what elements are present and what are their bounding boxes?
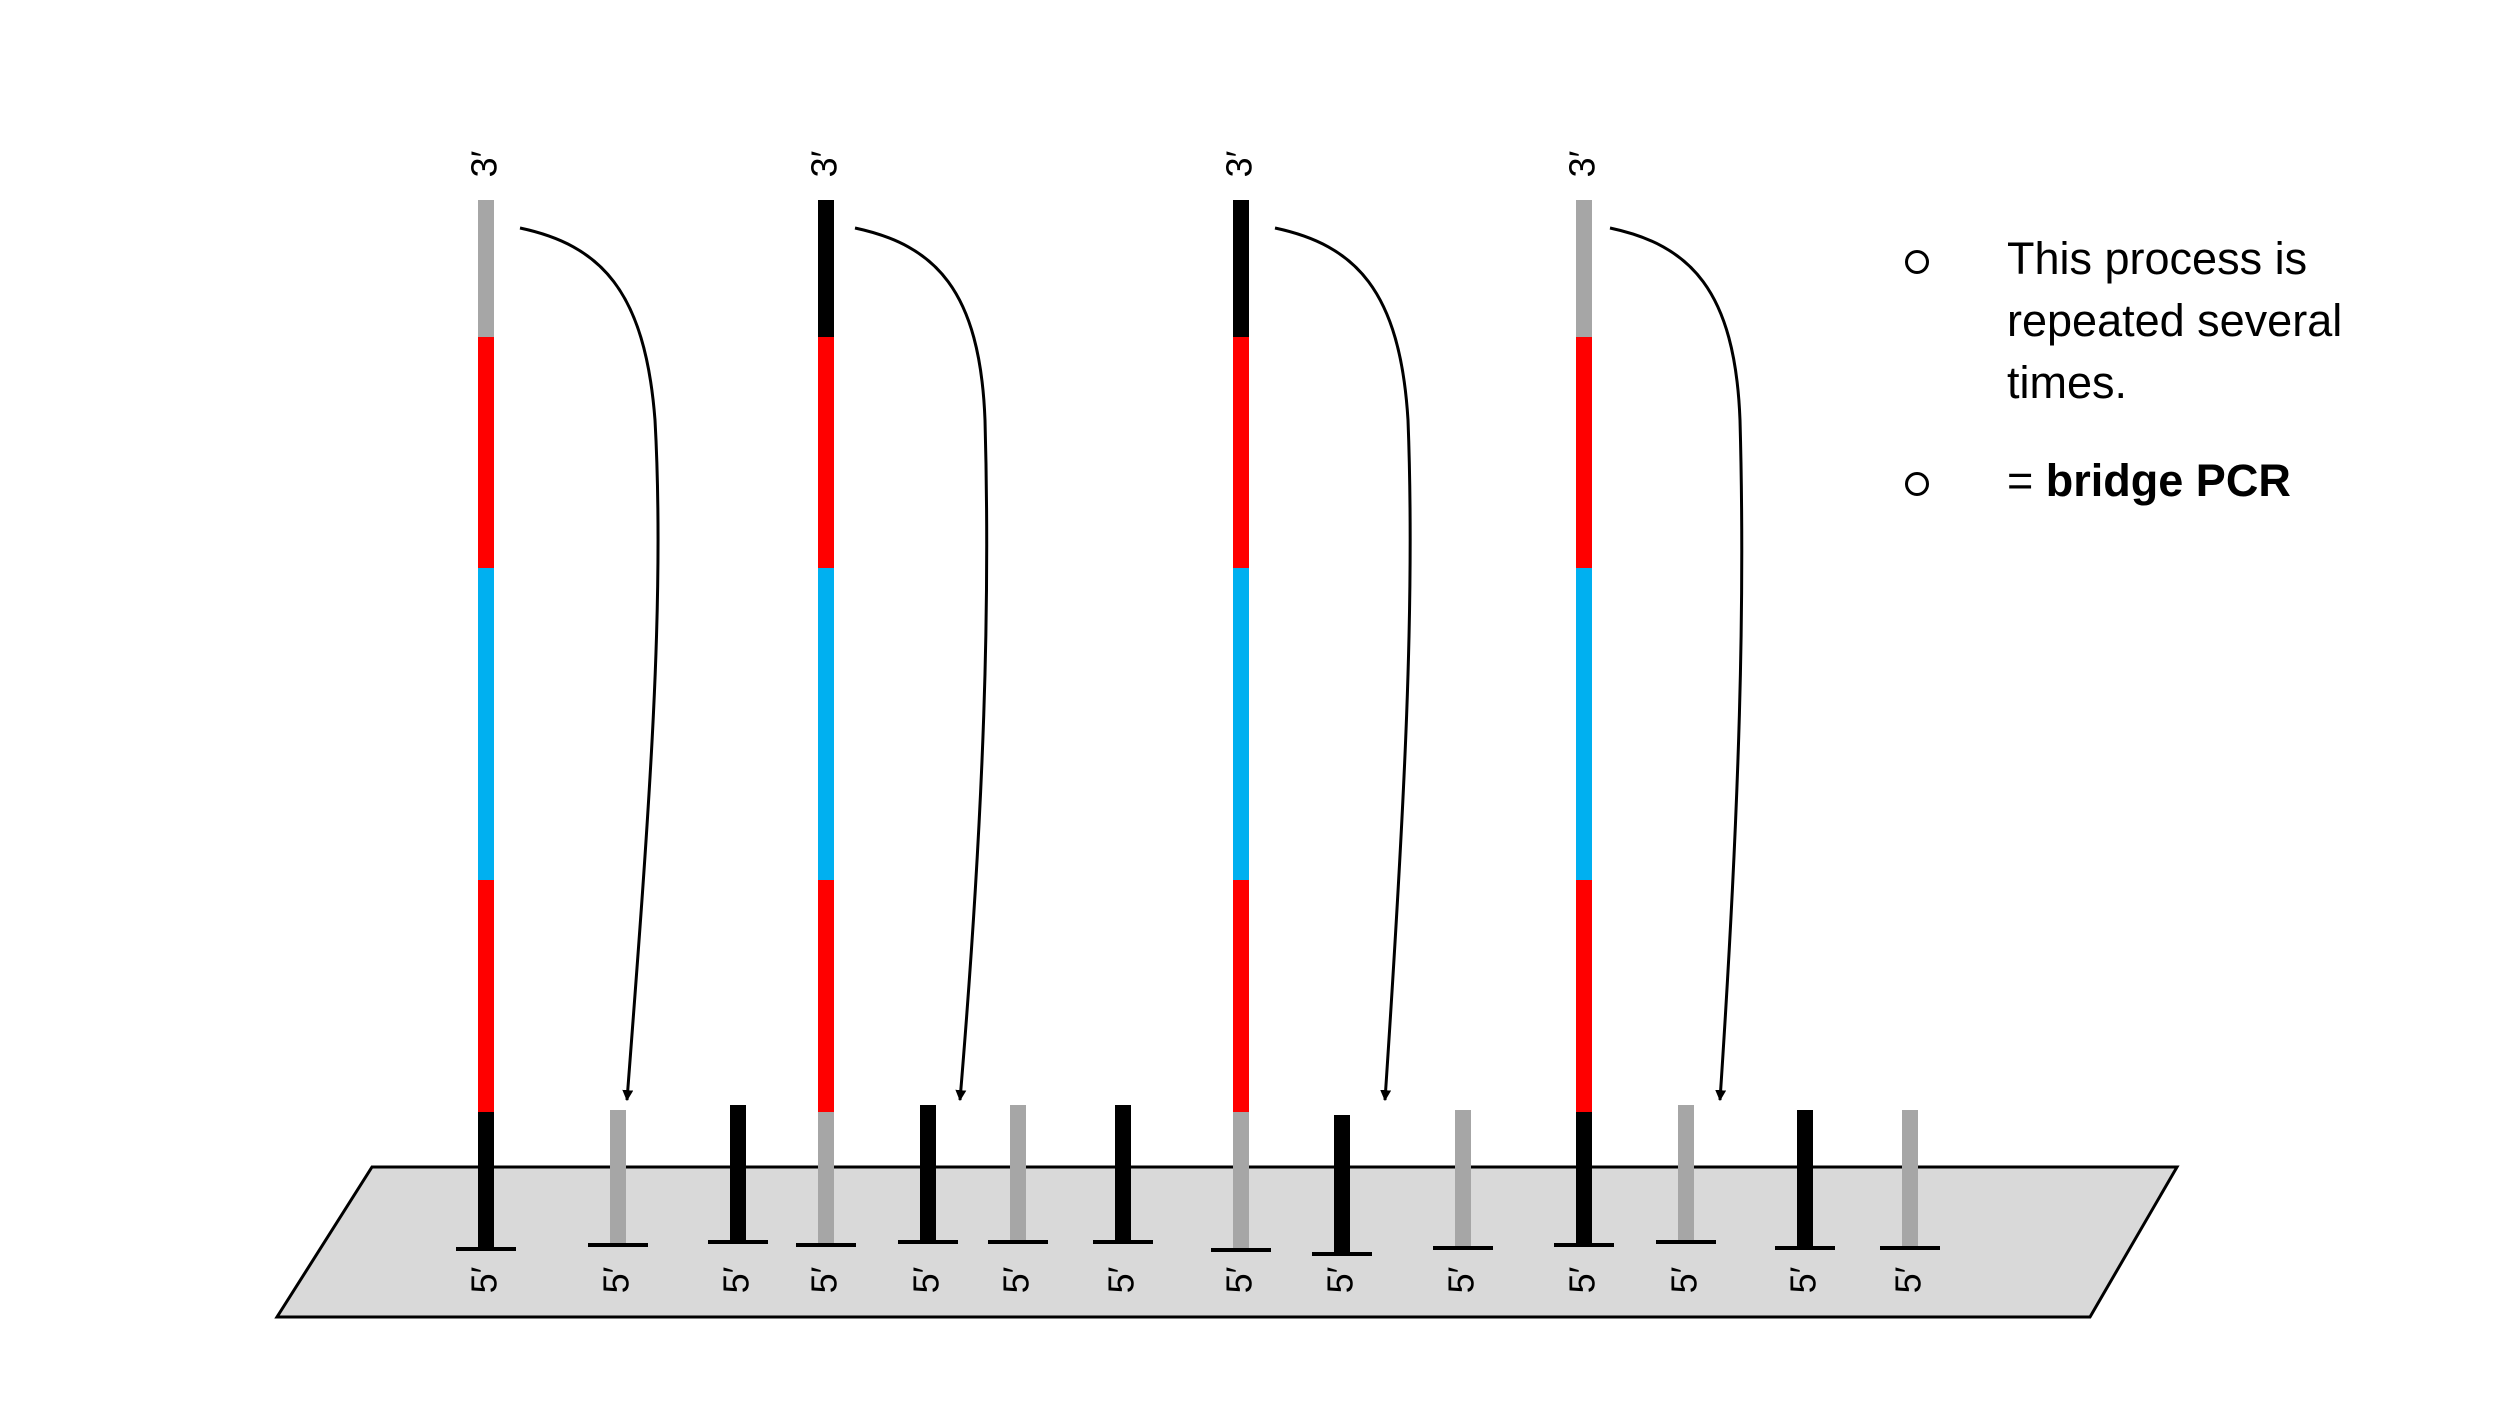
primer-black	[1334, 1115, 1350, 1254]
five-prime-label: 5′	[1219, 1266, 1260, 1293]
bullet-item: = bridge PCR	[1905, 450, 2465, 512]
strand-segment-black	[1576, 1112, 1592, 1245]
three-prime-label: 3′	[1219, 150, 1260, 177]
primer	[1433, 1110, 1493, 1250]
flow-cell-surface	[274, 1165, 2180, 1319]
strand-segment-red	[818, 337, 834, 568]
dna-strand	[456, 200, 516, 1251]
primer	[1093, 1105, 1153, 1244]
primer	[1656, 1105, 1716, 1244]
bullet-item: This process is repeated several times.	[1905, 228, 2465, 414]
primer-black	[920, 1105, 936, 1242]
primer-gray	[1902, 1110, 1918, 1248]
primer	[1880, 1110, 1940, 1250]
strands-layer	[456, 200, 1614, 1252]
bending-arrow	[854, 226, 989, 1102]
five-prime-label: 5′	[1101, 1266, 1142, 1293]
circle-bullet-icon	[1905, 250, 1929, 274]
bending-arrow	[1609, 226, 1744, 1102]
primer-black	[730, 1105, 746, 1242]
strand-segment-blue	[1576, 568, 1592, 880]
bullet-list: This process is repeated several times. …	[1905, 228, 2465, 548]
strand-segment-red	[1233, 337, 1249, 568]
five-prime-label: 5′	[1562, 1266, 1603, 1293]
bullet-prefix: =	[2007, 455, 2046, 506]
dna-strand	[1211, 200, 1271, 1252]
primer-gray	[1455, 1110, 1471, 1248]
five-prime-label: 5′	[596, 1266, 637, 1293]
strand-segment-blue	[1233, 568, 1249, 880]
strand-segment-blue	[818, 568, 834, 880]
strand-segment-gray	[478, 200, 494, 337]
five-prime-label: 5′	[1664, 1266, 1705, 1293]
arrows-layer	[519, 226, 1744, 1102]
strand-segment-gray	[1576, 200, 1592, 337]
three-prime-label: 3′	[804, 150, 845, 177]
primer	[898, 1105, 958, 1244]
primer	[1312, 1115, 1372, 1256]
circle-bullet-icon	[1905, 472, 1929, 496]
bullet-bold-term: bridge PCR	[2045, 455, 2291, 506]
strand-segment-gray	[1233, 1112, 1249, 1250]
strand-segment-red	[478, 880, 494, 1112]
strand-segment-red	[818, 880, 834, 1112]
strand-segment-black	[1233, 200, 1249, 337]
primer	[708, 1105, 768, 1244]
primer	[1775, 1110, 1835, 1250]
primers-layer	[588, 1105, 1940, 1256]
strand-segment-red	[478, 337, 494, 568]
five-prime-label: 5′	[1441, 1266, 1482, 1293]
strand-segment-black	[478, 1112, 494, 1249]
three-prime-label: 3′	[464, 150, 505, 177]
five-prime-label: 5′	[716, 1266, 757, 1293]
primer-black	[1115, 1105, 1131, 1242]
strand-segment-red	[1576, 337, 1592, 568]
strand-segment-red	[1576, 880, 1592, 1112]
primer-gray	[1678, 1105, 1694, 1242]
primer-black	[1797, 1110, 1813, 1248]
five-prime-label: 5′	[906, 1266, 947, 1293]
primer	[588, 1110, 648, 1247]
five-prime-label: 5′	[1320, 1266, 1361, 1293]
labels-layer: 3′ 5′ 3′ 5′ 3′ 5′ 3′ 5′ 5′ 5′ 5′ 5′ 5′ 5′ 5′ 5′ 5′ 5′	[464, 150, 1929, 1293]
bullet-text: This process is repeated several times.	[2007, 233, 2343, 408]
bending-arrow	[1274, 226, 1412, 1102]
five-prime-label: 5′	[464, 1266, 505, 1293]
three-prime-label: 3′	[1562, 150, 1603, 177]
primer-gray	[610, 1110, 626, 1245]
strand-segment-gray	[818, 1112, 834, 1245]
five-prime-label: 5′	[996, 1266, 1037, 1293]
primer-gray	[1010, 1105, 1026, 1242]
dna-strand	[796, 200, 856, 1247]
bending-arrow	[519, 226, 660, 1102]
five-prime-label: 5′	[1783, 1266, 1824, 1293]
dna-strand	[1554, 200, 1614, 1247]
strand-segment-red	[1233, 880, 1249, 1112]
strand-segment-black	[818, 200, 834, 337]
five-prime-label: 5′	[1888, 1266, 1929, 1293]
strand-segment-blue	[478, 568, 494, 880]
primer	[988, 1105, 1048, 1244]
five-prime-label: 5′	[804, 1266, 845, 1293]
